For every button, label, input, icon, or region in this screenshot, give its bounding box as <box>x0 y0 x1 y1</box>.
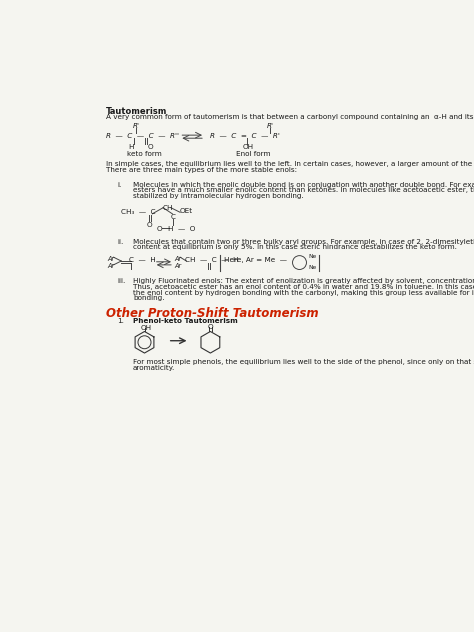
Text: Ne: Ne <box>309 254 317 259</box>
Text: OH: OH <box>141 325 152 331</box>
Text: O: O <box>208 324 214 330</box>
Text: Highly Fluorinated enols: The extent of enolization is greatly affected by solve: Highly Fluorinated enols: The extent of … <box>133 278 474 284</box>
Text: A very common form of tautomerism is that between a carbonyl compound containing: A very common form of tautomerism is tha… <box>106 114 474 119</box>
Text: Ar: Ar <box>107 264 114 269</box>
Text: CH: CH <box>162 205 173 210</box>
Text: C: C <box>171 214 176 220</box>
Text: stabilized by intramolecular hydrogen bonding.: stabilized by intramolecular hydrogen bo… <box>133 193 304 199</box>
Text: OEt: OEt <box>179 209 192 214</box>
Text: Enol form: Enol form <box>236 150 271 157</box>
Text: CH₃  —  C: CH₃ — C <box>121 209 156 216</box>
Text: For most simple phenols, the equilibrium lies well to the side of the phenol, si: For most simple phenols, the equilibrium… <box>133 359 474 365</box>
Text: aromaticity.: aromaticity. <box>133 365 175 371</box>
Text: CH  —  C  —  H: CH — C — H <box>185 257 238 263</box>
Text: R  —  C  =  C  —  R': R — C = C — R' <box>210 133 280 139</box>
Text: R': R' <box>133 123 140 129</box>
Text: H  —  O: H — O <box>168 226 195 232</box>
Text: O: O <box>147 222 153 228</box>
Text: OH: OH <box>242 143 253 150</box>
Text: Other Proton-Shift Tautomerism: Other Proton-Shift Tautomerism <box>106 307 319 320</box>
Text: There are three main types of the more stable enols:: There are three main types of the more s… <box>106 167 297 173</box>
Text: H      O: H O <box>129 143 154 150</box>
Text: keto form: keto form <box>127 150 162 157</box>
Text: Here, Ar = Me  —: Here, Ar = Me — <box>224 257 287 263</box>
Text: Ar: Ar <box>107 255 114 262</box>
Text: R': R' <box>267 123 274 129</box>
Text: Molecules that contain two or three bulky aryl groups. For example, in case of 2: Molecules that contain two or three bulk… <box>133 238 474 245</box>
Text: esters have a much smaller enolic content than ketones. In molecules like acetoa: esters have a much smaller enolic conten… <box>133 187 474 193</box>
Text: Molecules in which the enolic double bond is on conjugation with another double : Molecules in which the enolic double bon… <box>133 181 474 188</box>
Text: bonding.: bonding. <box>133 295 164 301</box>
Text: Ar: Ar <box>174 264 181 269</box>
Text: Phenol-keto Tautomerism: Phenol-keto Tautomerism <box>133 318 237 324</box>
Text: O: O <box>157 226 163 232</box>
Text: Ne: Ne <box>309 265 317 270</box>
Text: iii.: iii. <box>118 278 126 284</box>
Text: i.: i. <box>118 181 122 188</box>
Text: R  —  C  —  C  —  R'': R — C — C — R'' <box>106 133 179 139</box>
Text: Tautomerism: Tautomerism <box>106 107 167 116</box>
Text: the enol content by hydrogen bonding with the carbonyl, making this group less a: the enol content by hydrogen bonding wit… <box>133 289 474 296</box>
Text: C  —  H: C — H <box>129 257 156 263</box>
Text: 1.: 1. <box>118 318 124 324</box>
Text: content at equilibrium is only 5%. In this case steric hindrance destabilizes th: content at equilibrium is only 5%. In th… <box>133 245 457 250</box>
Text: ii.: ii. <box>118 238 124 245</box>
Text: Ar: Ar <box>174 255 181 262</box>
Text: Thus, acetoacetic ester has an enol content of 0.4% in water and 19.8% in toluen: Thus, acetoacetic ester has an enol cont… <box>133 284 474 289</box>
Text: In simple cases, the equilibrium lies well to the left. In certain cases, howeve: In simple cases, the equilibrium lies we… <box>106 161 474 167</box>
